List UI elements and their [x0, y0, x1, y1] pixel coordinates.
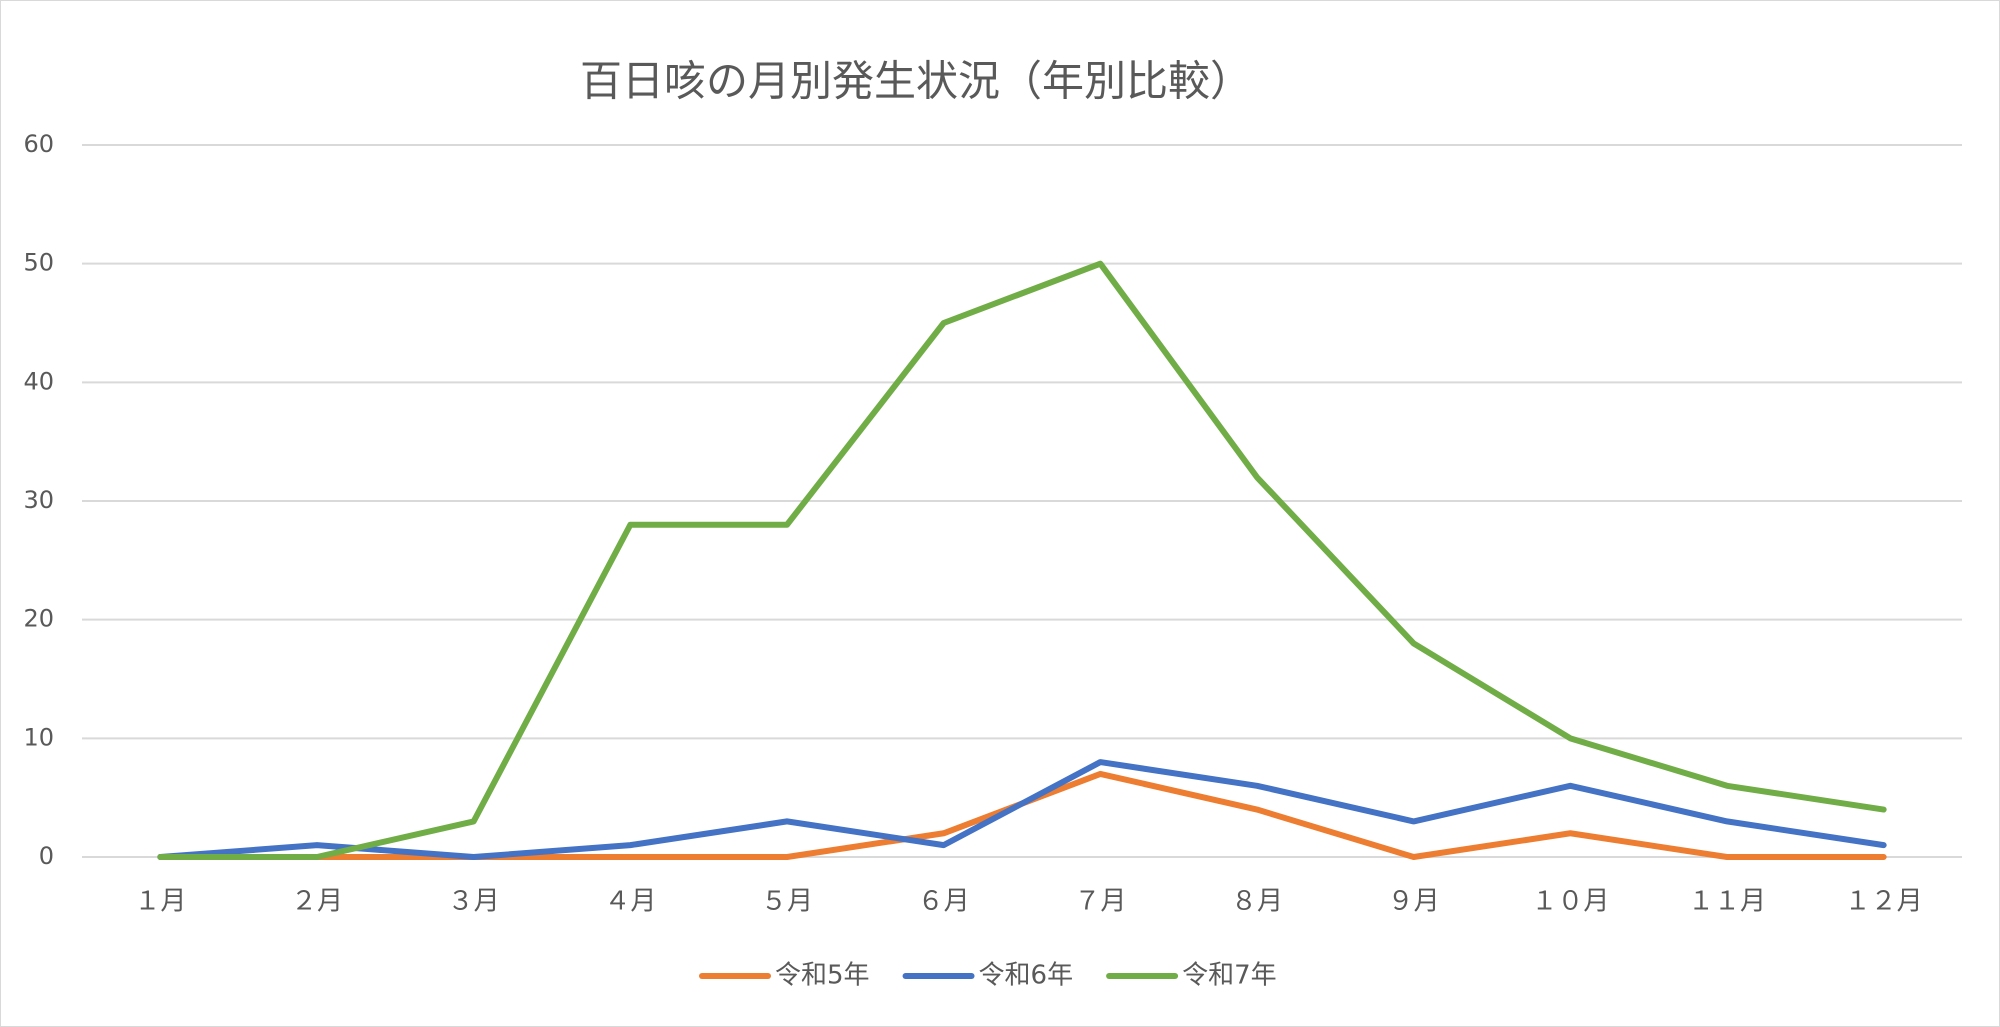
x-tick-label: ４月	[604, 887, 656, 917]
x-tick-label: ５月	[761, 887, 813, 917]
y-tick-label: 40	[23, 367, 54, 395]
x-tick-label: １１月	[1688, 887, 1766, 917]
series-line	[157, 260, 1887, 860]
x-tick-label: ８月	[1231, 887, 1283, 917]
x-tick-label: １２月	[1845, 887, 1923, 917]
x-tick-label: ３月	[448, 887, 500, 917]
x-tick-label: １月	[134, 887, 186, 917]
x-tick-label: １０月	[1531, 887, 1609, 917]
y-tick-label: 50	[23, 249, 54, 277]
y-tick-label: 0	[39, 842, 54, 870]
legend-label: 令和5年	[775, 961, 870, 991]
y-tick-label: 60	[23, 130, 54, 158]
x-tick-label: ７月	[1074, 887, 1126, 917]
y-tick-label: 30	[23, 486, 54, 514]
x-tick-label: ２月	[291, 887, 343, 917]
series-line	[157, 759, 1887, 860]
chart-title: 百日咳の月別発生状況（年別比較）	[580, 57, 1252, 106]
legend-label: 令和6年	[979, 961, 1074, 991]
x-tick-label: ９月	[1388, 887, 1440, 917]
y-tick-label: 20	[23, 605, 54, 633]
x-tick-label: ６月	[918, 887, 970, 917]
y-tick-label: 10	[23, 723, 54, 751]
legend-label: 令和7年	[1182, 961, 1277, 991]
